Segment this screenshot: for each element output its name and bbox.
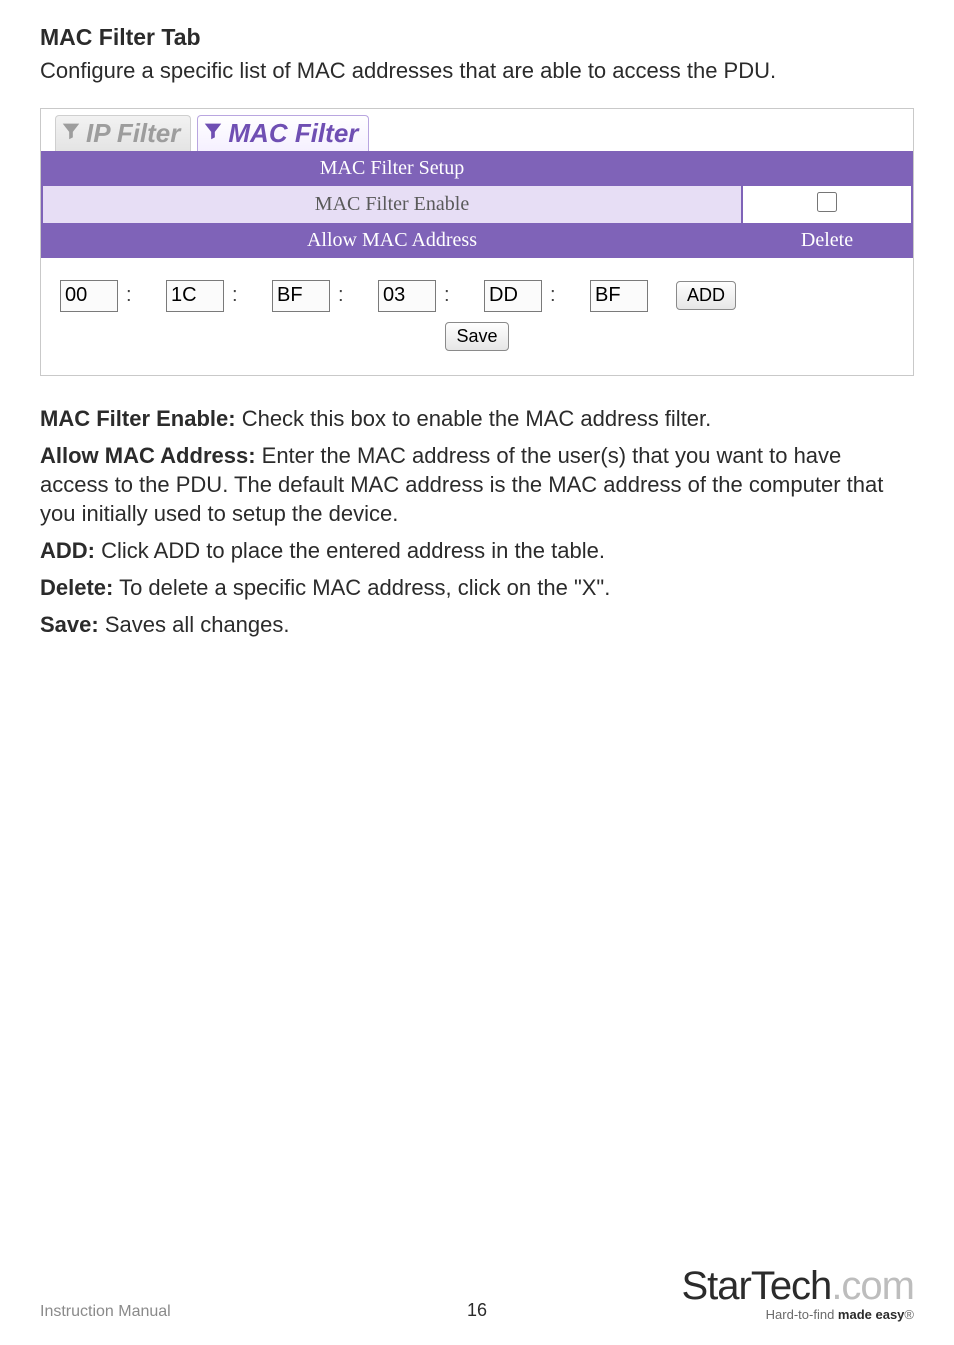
brand-block: StarTech.com Hard-to-find made easy® xyxy=(681,1266,914,1321)
tab-ip-filter[interactable]: IP Filter xyxy=(55,115,191,151)
save-button[interactable]: Save xyxy=(445,322,508,351)
para-allow-label: Allow MAC Address: xyxy=(40,443,256,468)
filter-icon xyxy=(202,118,224,149)
mac-sep: : xyxy=(120,284,164,307)
para-save-label: Save: xyxy=(40,612,99,637)
delete-header: Delete xyxy=(742,224,912,257)
tabs-row: IP Filter MAC Filter xyxy=(41,109,913,151)
para-enable-label: MAC Filter Enable: xyxy=(40,406,236,431)
mac-address-row: : : : : : ADD xyxy=(60,280,894,312)
mac-sep: : xyxy=(438,284,482,307)
filter-icon xyxy=(60,118,82,149)
mac-octet-3[interactable] xyxy=(378,280,436,312)
mac-octet-2[interactable] xyxy=(272,280,330,312)
allow-label: Allow MAC Address xyxy=(42,224,742,257)
tagline-pre: Hard-to-find xyxy=(766,1307,838,1322)
para-add-label: ADD: xyxy=(40,538,95,563)
mac-filter-panel: IP Filter MAC Filter MAC Filter Setup MA… xyxy=(40,108,914,376)
para-allow: Allow MAC Address: Enter the MAC address… xyxy=(40,441,914,528)
page-footer: Instruction Manual 16 StarTech.com Hard-… xyxy=(40,1266,914,1321)
save-row: Save xyxy=(60,312,894,365)
section-heading: MAC Filter Tab xyxy=(40,24,914,51)
add-button[interactable]: ADD xyxy=(676,281,736,310)
body-copy: MAC Filter Enable: Check this box to ena… xyxy=(40,404,914,639)
tab-mac-filter-label: MAC Filter xyxy=(228,118,358,149)
mac-octet-4[interactable] xyxy=(484,280,542,312)
mac-octet-1[interactable] xyxy=(166,280,224,312)
brand-tagline: Hard-to-find made easy® xyxy=(681,1308,914,1321)
para-add: ADD: Click ADD to place the entered addr… xyxy=(40,536,914,565)
setup-header: MAC Filter Setup xyxy=(42,152,742,185)
para-delete-text: To delete a specific MAC address, click … xyxy=(113,575,610,600)
mac-octet-5[interactable] xyxy=(590,280,648,312)
page-number: 16 xyxy=(467,1300,487,1321)
para-enable: MAC Filter Enable: Check this box to ena… xyxy=(40,404,914,433)
para-delete: Delete: To delete a specific MAC address… xyxy=(40,573,914,602)
para-delete-label: Delete: xyxy=(40,575,113,600)
tab-ip-filter-label: IP Filter xyxy=(86,118,180,149)
brand-main: StarTech xyxy=(681,1264,831,1308)
para-enable-text: Check this box to enable the MAC address… xyxy=(236,406,712,431)
mac-sep: : xyxy=(544,284,588,307)
para-save-text: Saves all changes. xyxy=(99,612,290,637)
para-save: Save: Saves all changes. xyxy=(40,610,914,639)
enable-checkbox[interactable] xyxy=(817,192,837,212)
para-add-text: Click ADD to place the entered address i… xyxy=(95,538,605,563)
enable-checkbox-cell xyxy=(742,185,912,224)
brand-logo: StarTech.com xyxy=(681,1266,914,1306)
brand-suffix: .com xyxy=(831,1264,914,1308)
mac-sep: : xyxy=(226,284,270,307)
section-lead: Configure a specific list of MAC address… xyxy=(40,57,914,86)
footer-manual: Instruction Manual xyxy=(40,1303,171,1321)
setup-header-spacer xyxy=(742,152,912,185)
tab-mac-filter[interactable]: MAC Filter xyxy=(197,115,369,151)
mac-filter-table: MAC Filter Setup MAC Filter Enable Allow… xyxy=(41,151,913,375)
mac-sep: : xyxy=(332,284,376,307)
enable-label: MAC Filter Enable xyxy=(42,185,742,224)
mac-octet-0[interactable] xyxy=(60,280,118,312)
tagline-reg: ® xyxy=(904,1307,914,1322)
tagline-bold: made easy xyxy=(838,1307,905,1322)
